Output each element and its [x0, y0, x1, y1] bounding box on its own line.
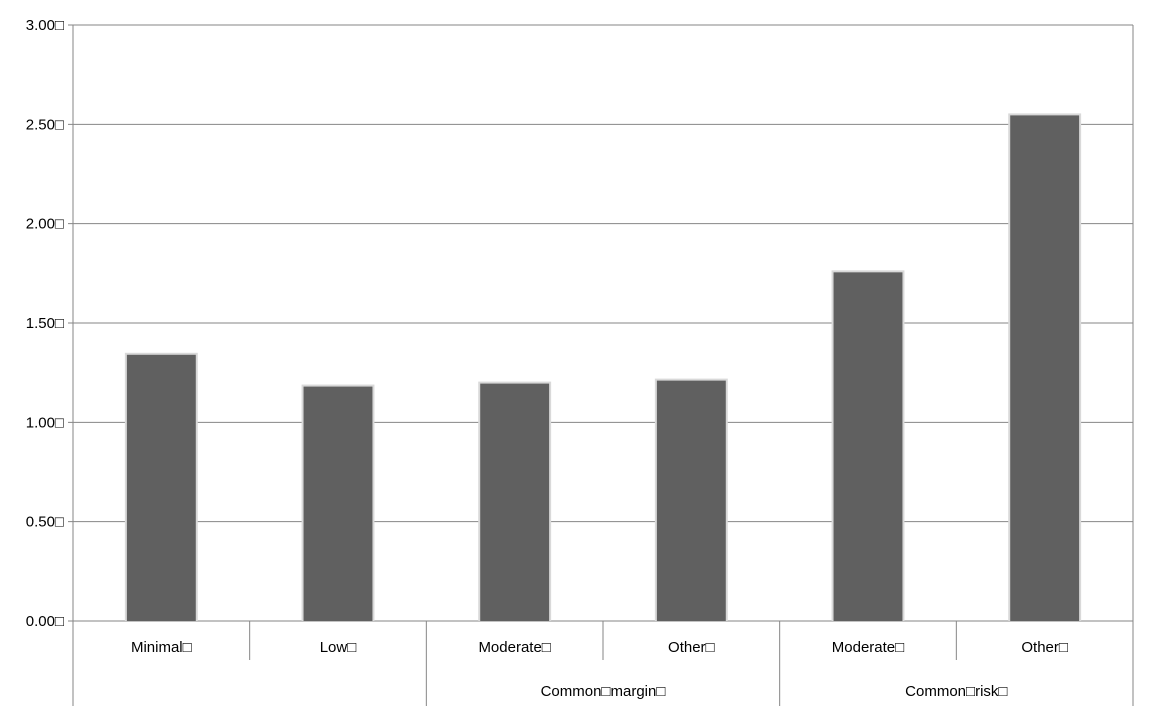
x-tick-labels: Minimal□ Low□ Moderate□ Other□ Moderate□ Othe…: [131, 639, 1068, 656]
group-label: Common□margin□: [541, 683, 666, 700]
y-tick-label: 1.50□: [26, 315, 64, 332]
bar: [480, 383, 550, 621]
x-tick-label: Other□: [668, 639, 715, 656]
bar: [656, 380, 726, 621]
y-tick-label: 1.00□: [26, 414, 64, 431]
group-labels: Common□margin□ Common□risk□: [541, 683, 1008, 700]
bar: [1010, 115, 1080, 621]
bar: [303, 386, 373, 621]
x-tick-label: Low□: [320, 639, 357, 656]
axes: [72, 25, 1134, 706]
x-tick-label: Moderate□: [478, 639, 550, 656]
bars: [124, 113, 1082, 621]
y-tick-label: 2.50□: [26, 116, 64, 133]
y-tick-label: 2.00□: [26, 216, 64, 233]
gridlines: [68, 24, 1133, 622]
bar: [833, 272, 903, 621]
y-tick-labels: 0.00□ 0.50□ 1.00□ 1.50□ 2.00□ 2.50□ 3.00□: [26, 17, 64, 630]
y-tick-label: 0.00□: [26, 613, 64, 630]
x-tick-label: Moderate□: [832, 639, 904, 656]
x-tick-label: Other□: [1021, 639, 1068, 656]
y-tick-label: 0.50□: [26, 514, 64, 531]
bar: [126, 354, 196, 621]
y-tick-label: 3.00□: [26, 17, 64, 34]
group-label: Common□risk□: [905, 683, 1007, 700]
x-tick-label: Minimal□: [131, 639, 192, 656]
